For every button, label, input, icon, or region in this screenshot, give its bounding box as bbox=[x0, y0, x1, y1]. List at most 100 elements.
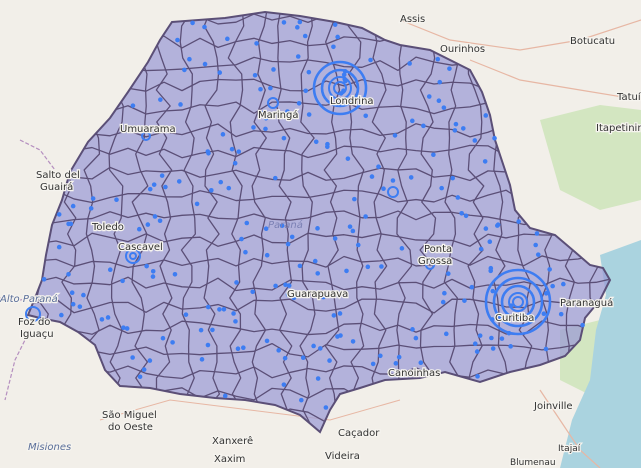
municipality-marker[interactable] bbox=[410, 327, 415, 332]
municipality-marker[interactable] bbox=[440, 299, 446, 305]
municipality-marker[interactable] bbox=[101, 224, 107, 229]
municipality-marker[interactable] bbox=[490, 288, 496, 294]
municipality-marker[interactable] bbox=[172, 271, 178, 277]
municipality-marker[interactable] bbox=[337, 311, 343, 316]
municipality-marker[interactable] bbox=[295, 54, 301, 59]
municipality-marker[interactable] bbox=[205, 342, 211, 348]
municipality-marker[interactable] bbox=[443, 331, 449, 337]
municipality-marker[interactable] bbox=[183, 312, 189, 317]
municipality-marker[interactable] bbox=[41, 276, 47, 282]
municipality-marker[interactable] bbox=[281, 382, 287, 387]
municipality-marker[interactable] bbox=[490, 346, 496, 351]
municipality-marker[interactable] bbox=[332, 236, 338, 241]
municipality-marker[interactable] bbox=[190, 20, 195, 26]
municipality-marker[interactable] bbox=[285, 109, 290, 114]
municipality-marker[interactable] bbox=[281, 20, 287, 25]
municipality-marker[interactable] bbox=[460, 126, 466, 131]
municipality-marker[interactable] bbox=[306, 112, 312, 117]
curitiba-cluster-ring[interactable] bbox=[508, 292, 528, 312]
municipality-marker[interactable] bbox=[475, 374, 480, 379]
municipality-marker[interactable] bbox=[410, 118, 415, 124]
municipality-marker[interactable] bbox=[331, 313, 337, 318]
municipality-marker[interactable] bbox=[335, 34, 340, 40]
municipality-marker[interactable] bbox=[396, 354, 402, 360]
municipality-marker[interactable] bbox=[114, 197, 119, 203]
municipality-marker[interactable] bbox=[487, 239, 493, 245]
foz-cluster-ring[interactable] bbox=[25, 306, 41, 322]
municipality-marker[interactable] bbox=[297, 19, 303, 25]
municipality-marker[interactable] bbox=[345, 156, 351, 161]
municipality-marker[interactable] bbox=[70, 301, 76, 307]
municipality-marker[interactable] bbox=[130, 355, 135, 360]
municipality-marker[interactable] bbox=[311, 343, 316, 349]
municipality-marker[interactable] bbox=[408, 175, 414, 180]
municipality-marker[interactable] bbox=[399, 246, 405, 251]
municipality-marker[interactable] bbox=[445, 271, 451, 276]
londrina-cluster-ring[interactable] bbox=[312, 60, 368, 116]
municipality-marker[interactable] bbox=[369, 174, 375, 179]
municipality-marker[interactable] bbox=[176, 179, 182, 184]
municipality-marker[interactable] bbox=[541, 311, 547, 317]
municipality-marker[interactable] bbox=[533, 242, 538, 248]
municipality-marker[interactable] bbox=[327, 358, 332, 363]
municipality-marker[interactable] bbox=[459, 210, 464, 216]
municipality-marker[interactable] bbox=[370, 361, 376, 367]
municipality-marker[interactable] bbox=[535, 252, 541, 257]
municipality-marker[interactable] bbox=[175, 37, 180, 43]
municipality-marker[interactable] bbox=[492, 135, 497, 141]
municipality-marker[interactable] bbox=[152, 214, 158, 219]
municipality-marker[interactable] bbox=[264, 252, 270, 258]
municipality-marker[interactable] bbox=[178, 102, 183, 107]
municipality-marker[interactable] bbox=[355, 242, 361, 248]
municipality-marker[interactable] bbox=[69, 290, 75, 296]
municipality-marker[interactable] bbox=[463, 213, 469, 219]
municipality-marker[interactable] bbox=[254, 41, 259, 46]
municipality-marker[interactable] bbox=[259, 110, 264, 116]
municipality-marker[interactable] bbox=[229, 146, 235, 152]
municipality-marker[interactable] bbox=[276, 348, 281, 353]
municipality-marker[interactable] bbox=[217, 307, 222, 312]
municipality-marker[interactable] bbox=[321, 294, 326, 300]
municipality-marker[interactable] bbox=[474, 349, 480, 354]
municipality-marker[interactable] bbox=[489, 335, 494, 341]
municipality-marker[interactable] bbox=[315, 271, 321, 276]
municipality-marker[interactable] bbox=[258, 86, 263, 92]
municipality-marker[interactable] bbox=[323, 405, 329, 410]
municipality-marker[interactable] bbox=[393, 361, 399, 366]
municipality-marker[interactable] bbox=[379, 264, 384, 269]
municipality-marker[interactable] bbox=[144, 263, 149, 269]
municipality-marker[interactable] bbox=[421, 123, 426, 129]
municipality-marker[interactable] bbox=[137, 374, 143, 380]
municipality-marker[interactable] bbox=[150, 268, 156, 274]
municipality-marker[interactable] bbox=[164, 125, 169, 131]
municipality-marker[interactable] bbox=[226, 185, 232, 191]
municipality-marker[interactable] bbox=[217, 70, 223, 75]
municipality-marker[interactable] bbox=[263, 126, 268, 132]
cascavel-cluster-ring[interactable] bbox=[125, 248, 141, 264]
municipality-marker[interactable] bbox=[350, 339, 356, 344]
municipality-marker[interactable] bbox=[194, 201, 200, 207]
municipality-marker[interactable] bbox=[477, 333, 483, 338]
municipality-marker[interactable] bbox=[289, 234, 295, 240]
municipality-marker[interactable] bbox=[368, 57, 373, 63]
municipality-marker[interactable] bbox=[234, 280, 239, 285]
municipality-marker[interactable] bbox=[455, 195, 461, 200]
state-parana[interactable] bbox=[26, 10, 612, 434]
municipality-marker[interactable] bbox=[124, 326, 130, 331]
municipality-marker[interactable] bbox=[291, 295, 297, 301]
municipality-marker[interactable] bbox=[141, 367, 147, 372]
municipality-marker[interactable] bbox=[244, 220, 250, 226]
municipality-marker[interactable] bbox=[392, 133, 398, 138]
umuarama-cluster-ring[interactable] bbox=[141, 131, 151, 141]
municipality-marker[interactable] bbox=[331, 44, 336, 50]
municipality-marker[interactable] bbox=[413, 335, 419, 341]
municipality-marker[interactable] bbox=[241, 345, 246, 350]
municipality-marker[interactable] bbox=[239, 236, 244, 242]
curitiba-cluster-ring[interactable] bbox=[512, 296, 524, 308]
municipality-marker[interactable] bbox=[352, 196, 357, 202]
municipality-marker[interactable] bbox=[273, 283, 278, 289]
municipality-marker[interactable] bbox=[263, 115, 269, 121]
municipality-marker[interactable] bbox=[66, 271, 71, 277]
municipality-marker[interactable] bbox=[56, 244, 62, 250]
